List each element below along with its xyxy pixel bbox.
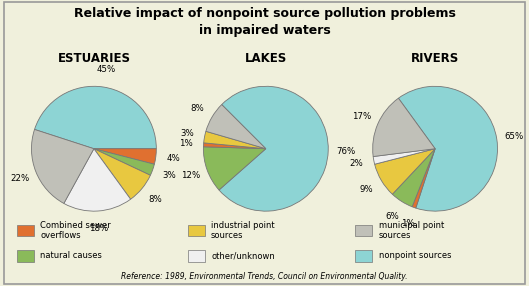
Wedge shape xyxy=(94,149,157,164)
Text: nonpoint sources: nonpoint sources xyxy=(379,251,451,261)
Text: other/unknown: other/unknown xyxy=(211,251,275,261)
Wedge shape xyxy=(219,86,329,211)
Wedge shape xyxy=(204,147,266,190)
Title: ESTUARIES: ESTUARIES xyxy=(58,52,130,65)
Text: Reference: 1989, Environmental Trends, Council on Environmental Quality.: Reference: 1989, Environmental Trends, C… xyxy=(121,272,408,281)
Wedge shape xyxy=(412,149,435,208)
Wedge shape xyxy=(94,149,150,199)
Text: 1%: 1% xyxy=(179,139,193,148)
Text: 22%: 22% xyxy=(10,174,29,183)
Wedge shape xyxy=(398,86,497,211)
Text: 8%: 8% xyxy=(190,104,204,113)
Wedge shape xyxy=(32,130,94,203)
Wedge shape xyxy=(373,149,435,164)
Text: 65%: 65% xyxy=(504,132,524,141)
Text: 18%: 18% xyxy=(89,224,108,233)
Text: municipal point
sources: municipal point sources xyxy=(379,221,444,240)
Text: 3%: 3% xyxy=(180,129,194,138)
Text: Combined sewer
overflows: Combined sewer overflows xyxy=(40,221,111,240)
Wedge shape xyxy=(204,143,266,149)
Text: 12%: 12% xyxy=(181,171,200,180)
Wedge shape xyxy=(204,131,266,149)
Text: 45%: 45% xyxy=(97,65,116,74)
Text: industrial point
sources: industrial point sources xyxy=(211,221,275,240)
Wedge shape xyxy=(375,149,435,194)
Text: 76%: 76% xyxy=(336,147,355,156)
Wedge shape xyxy=(206,105,266,149)
Text: 6%: 6% xyxy=(386,212,399,221)
Title: RIVERS: RIVERS xyxy=(411,52,459,65)
Text: 2%: 2% xyxy=(350,159,363,168)
Wedge shape xyxy=(94,149,154,175)
Wedge shape xyxy=(64,149,131,211)
Text: natural causes: natural causes xyxy=(40,251,102,261)
Wedge shape xyxy=(34,86,157,149)
Wedge shape xyxy=(393,149,435,207)
Text: Relative impact of nonpoint source pollution problems
in impaired waters: Relative impact of nonpoint source pollu… xyxy=(74,7,455,37)
Title: LAKES: LAKES xyxy=(245,52,287,65)
Text: 3%: 3% xyxy=(162,171,176,180)
Text: 4%: 4% xyxy=(166,154,180,163)
Text: 8%: 8% xyxy=(149,195,162,204)
Text: 1%: 1% xyxy=(401,219,415,229)
Text: 9%: 9% xyxy=(360,185,373,194)
Wedge shape xyxy=(373,98,435,156)
Text: 17%: 17% xyxy=(352,112,371,122)
